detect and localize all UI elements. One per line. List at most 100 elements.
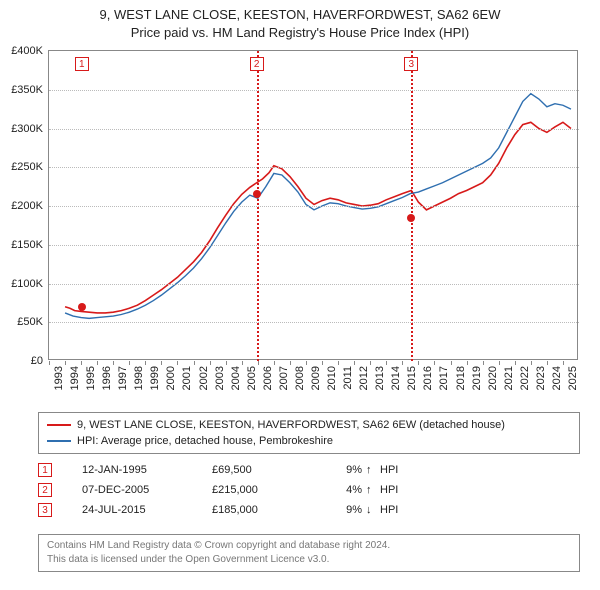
x-tick-mark <box>274 361 275 365</box>
sale-marker: 2 <box>250 57 264 71</box>
x-tick-label: 2005 <box>246 366 258 390</box>
y-tick-label: £0 <box>31 355 43 367</box>
x-tick-label: 1999 <box>149 366 161 390</box>
legend-row: 9, WEST LANE CLOSE, KEESTON, HAVERFORDWE… <box>47 417 571 433</box>
x-tick-label: 1997 <box>117 366 129 390</box>
sale-marker: 3 <box>404 57 418 71</box>
x-tick-mark <box>194 361 195 365</box>
footnote-line-2: This data is licensed under the Open Gov… <box>47 553 571 567</box>
x-tick-mark <box>177 361 178 365</box>
sales-row: 324-JUL-2015£185,0009%↓HPI <box>38 500 580 520</box>
sales-row-suffix: HPI <box>380 504 410 516</box>
page-root: 9, WEST LANE CLOSE, KEESTON, HAVERFORDWE… <box>0 0 600 590</box>
y-tick-label: £200K <box>11 200 43 212</box>
sale-vline <box>411 51 413 361</box>
arrow-down-icon: ↓ <box>366 504 380 516</box>
x-tick-mark <box>290 361 291 365</box>
x-tick-mark <box>81 361 82 365</box>
footnote-line-1: Contains HM Land Registry data © Crown c… <box>47 539 571 553</box>
sale-point-dot <box>78 303 86 311</box>
y-gridline <box>49 322 579 323</box>
y-tick-label: £50K <box>17 316 43 328</box>
sales-row: 207-DEC-2005£215,0004%↑HPI <box>38 480 580 500</box>
title-line-2: Price paid vs. HM Land Registry's House … <box>0 24 600 42</box>
x-tick-label: 2002 <box>198 366 210 390</box>
x-tick-label: 2013 <box>374 366 386 390</box>
x-tick-label: 2011 <box>342 366 354 390</box>
sales-row-suffix: HPI <box>380 464 410 476</box>
sales-row-pct: 9% <box>322 464 366 476</box>
x-tick-label: 2001 <box>181 366 193 390</box>
x-tick-mark <box>434 361 435 365</box>
x-tick-label: 2016 <box>422 366 434 390</box>
x-tick-mark <box>49 361 50 365</box>
title-line-1: 9, WEST LANE CLOSE, KEESTON, HAVERFORDWE… <box>0 6 600 24</box>
sales-table: 112-JAN-1995£69,5009%↑HPI207-DEC-2005£21… <box>38 460 580 520</box>
arrow-up-icon: ↑ <box>366 464 380 476</box>
sales-row-pct: 4% <box>322 484 366 496</box>
x-tick-label: 2015 <box>406 366 418 390</box>
x-tick-mark <box>258 361 259 365</box>
x-tick-mark <box>402 361 403 365</box>
x-tick-mark <box>210 361 211 365</box>
arrow-up-icon: ↑ <box>366 484 380 496</box>
x-tick-mark <box>226 361 227 365</box>
x-tick-mark <box>418 361 419 365</box>
x-tick-mark <box>386 361 387 365</box>
sales-row-date: 07-DEC-2005 <box>82 484 212 496</box>
x-tick-mark <box>563 361 564 365</box>
x-tick-label: 2021 <box>503 366 515 390</box>
x-tick-mark <box>338 361 339 365</box>
y-gridline <box>49 167 579 168</box>
x-tick-label: 2003 <box>214 366 226 390</box>
x-tick-label: 2009 <box>310 366 322 390</box>
legend-swatch <box>47 424 71 426</box>
x-tick-mark <box>322 361 323 365</box>
sales-row-marker: 3 <box>38 503 52 517</box>
x-tick-label: 2017 <box>438 366 450 390</box>
x-tick-label: 1996 <box>101 366 113 390</box>
sales-row-price: £215,000 <box>212 484 322 496</box>
y-tick-label: £100K <box>11 278 43 290</box>
sales-row-date: 12-JAN-1995 <box>82 464 212 476</box>
x-tick-mark <box>161 361 162 365</box>
chart-frame: £0£50K£100K£150K£200K£250K£300K£350K£400… <box>48 50 578 360</box>
x-tick-mark <box>242 361 243 365</box>
x-tick-mark <box>499 361 500 365</box>
sale-point-dot <box>253 190 261 198</box>
x-tick-label: 2018 <box>455 366 467 390</box>
x-tick-label: 2006 <box>262 366 274 390</box>
x-tick-mark <box>354 361 355 365</box>
sale-marker: 1 <box>75 57 89 71</box>
x-tick-label: 2020 <box>487 366 499 390</box>
x-tick-label: 2014 <box>390 366 402 390</box>
title-block: 9, WEST LANE CLOSE, KEESTON, HAVERFORDWE… <box>0 0 600 42</box>
x-tick-mark <box>547 361 548 365</box>
x-tick-label: 2024 <box>551 366 563 390</box>
y-gridline <box>49 129 579 130</box>
x-tick-mark <box>97 361 98 365</box>
x-tick-label: 2022 <box>519 366 531 390</box>
sales-row-price: £185,000 <box>212 504 322 516</box>
legend: 9, WEST LANE CLOSE, KEESTON, HAVERFORDWE… <box>38 412 580 454</box>
legend-row: HPI: Average price, detached house, Pemb… <box>47 433 571 449</box>
x-tick-mark <box>306 361 307 365</box>
sales-row-pct: 9% <box>322 504 366 516</box>
x-tick-label: 2007 <box>278 366 290 390</box>
y-gridline <box>49 206 579 207</box>
x-tick-label: 2023 <box>535 366 547 390</box>
x-tick-label: 1995 <box>85 366 97 390</box>
sales-row: 112-JAN-1995£69,5009%↑HPI <box>38 460 580 480</box>
x-tick-mark <box>113 361 114 365</box>
x-tick-mark <box>65 361 66 365</box>
sale-vline <box>257 51 259 361</box>
x-tick-label: 2008 <box>294 366 306 390</box>
plot-area: £0£50K£100K£150K£200K£250K£300K£350K£400… <box>49 51 579 361</box>
footnote: Contains HM Land Registry data © Crown c… <box>38 534 580 572</box>
y-tick-label: £150K <box>11 239 43 251</box>
x-tick-mark <box>370 361 371 365</box>
x-tick-label: 2025 <box>567 366 579 390</box>
legend-label: 9, WEST LANE CLOSE, KEESTON, HAVERFORDWE… <box>77 419 505 431</box>
x-tick-label: 2000 <box>165 366 177 390</box>
x-tick-mark <box>129 361 130 365</box>
